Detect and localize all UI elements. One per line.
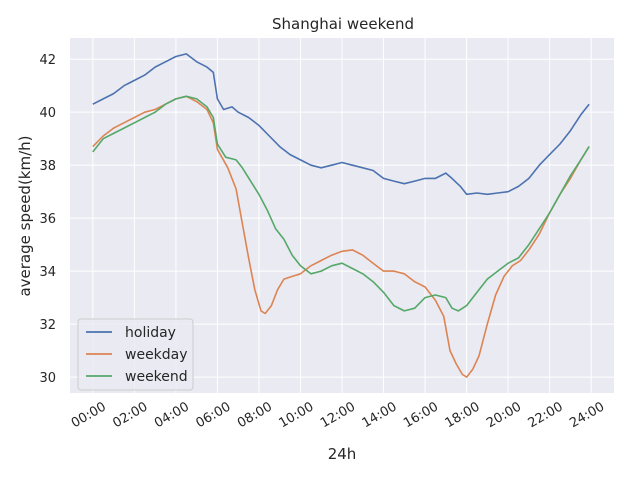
legend-label-weekend: weekend [125,369,188,385]
x-tick-label: 16:00 [401,399,441,431]
x-tick-label: 18:00 [443,399,483,431]
legend: holiday weekday weekend [77,318,194,391]
x-tick-label: 24:00 [567,399,607,431]
y-tick-labels: 30 32 34 36 38 40 42 [39,53,56,386]
x-tick-label: 20:00 [484,399,524,431]
series-line-weekday [92,95,590,378]
series-line-holiday [92,53,590,196]
y-tick-label: 34 [39,265,56,280]
chart-title: Shanghai weekend [272,15,414,33]
y-tick-label: 30 [39,371,56,386]
x-tick-label: 08:00 [235,399,275,431]
y-tick-label: 40 [39,106,56,121]
y-axis-label: average speed(km/h) [16,135,34,296]
x-axis-label: 24h [328,445,357,463]
x-tick-label: 02:00 [110,399,150,431]
legend-box [77,318,194,391]
legend-label-weekday: weekday [125,347,188,363]
series-line-weekend [92,95,590,312]
x-tick-label: 00:00 [69,399,109,431]
x-tick-label: 12:00 [318,399,358,431]
x-tick-label: 10:00 [277,399,317,431]
y-tick-label: 38 [39,159,56,174]
grid-lines [70,38,614,393]
x-tick-label: 04:00 [152,399,192,431]
y-tick-label: 42 [39,53,56,68]
x-tick-label: 06:00 [193,399,233,431]
y-tick-label: 36 [39,212,56,227]
x-tick-label: 22:00 [526,399,566,431]
x-tick-labels: 00:00 02:00 04:00 06:00 08:00 10:00 12:00 14:00… [69,399,607,431]
legend-label-holiday: holiday [125,325,176,341]
y-tick-label: 32 [39,318,56,333]
x-tick-label: 14:00 [360,399,400,431]
series-layer [92,53,590,378]
